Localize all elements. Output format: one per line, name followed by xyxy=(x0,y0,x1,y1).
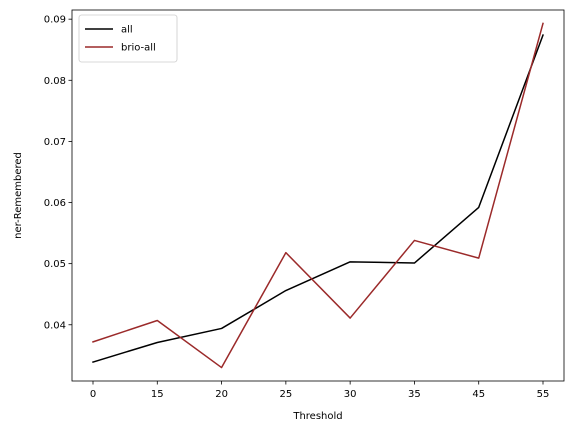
x-tick-label: 0 xyxy=(90,389,96,400)
x-axis-ticks: 0 15 20 25 30 35 45 55 xyxy=(90,381,550,400)
x-tick-label: 45 xyxy=(472,389,485,400)
y-axis-label: ner-Remembered xyxy=(13,152,24,239)
x-tick-label: 20 xyxy=(215,389,228,400)
y-tick-label: 0.06 xyxy=(44,198,66,209)
legend-label-brio-all: brio-all xyxy=(121,43,156,54)
plot-frame xyxy=(71,9,565,382)
y-tick-label: 0.09 xyxy=(44,15,66,26)
legend: all brio-all xyxy=(78,14,178,63)
y-tick-label: 0.04 xyxy=(44,320,66,331)
series-line-all xyxy=(92,34,544,363)
x-tick-label: 25 xyxy=(279,389,292,400)
x-tick-label: 15 xyxy=(151,389,164,400)
x-tick-label: 30 xyxy=(344,389,357,400)
legend-box xyxy=(78,14,178,63)
x-tick-label: 35 xyxy=(408,389,421,400)
series-line-brio-all xyxy=(92,22,544,369)
plot-area xyxy=(72,10,564,381)
y-tick-label: 0.08 xyxy=(44,76,66,87)
y-tick-label: 0.07 xyxy=(44,137,66,148)
y-tick-label: 0.05 xyxy=(44,259,66,270)
x-tick-label: 55 xyxy=(537,389,550,400)
x-axis-label: Threshold xyxy=(292,411,342,422)
legend-label-all: all xyxy=(121,25,133,36)
y-axis-ticks: 0.04 0.05 0.06 0.07 0.08 0.09 xyxy=(44,15,72,331)
series-layer xyxy=(92,22,544,369)
